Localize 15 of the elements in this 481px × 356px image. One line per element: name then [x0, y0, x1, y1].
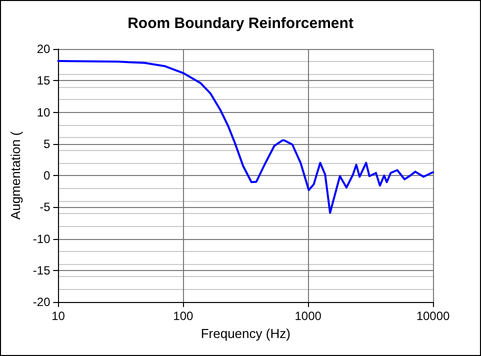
- y-tick-label: -15: [32, 263, 51, 278]
- y-tick-label: -5: [40, 200, 51, 214]
- y-tick-label: 20: [36, 42, 51, 56]
- y-tick-label: 0: [44, 168, 51, 182]
- y-axis-title: Augmentation (: [8, 130, 23, 220]
- y-tick-label: 15: [36, 74, 51, 88]
- y-tick-label: 5: [44, 136, 51, 151]
- y-tick-label: -20: [32, 295, 51, 309]
- x-tick-label: 10000: [416, 309, 450, 323]
- x-tick-label: 100: [173, 309, 194, 323]
- y-tick-label: 10: [36, 105, 51, 120]
- x-tick-label: 1000: [294, 309, 322, 323]
- chart-title: Room Boundary Reinforcement: [128, 15, 354, 32]
- x-axis-title: Frequency (Hz): [200, 326, 290, 341]
- y-tick-label: -10: [32, 232, 51, 246]
